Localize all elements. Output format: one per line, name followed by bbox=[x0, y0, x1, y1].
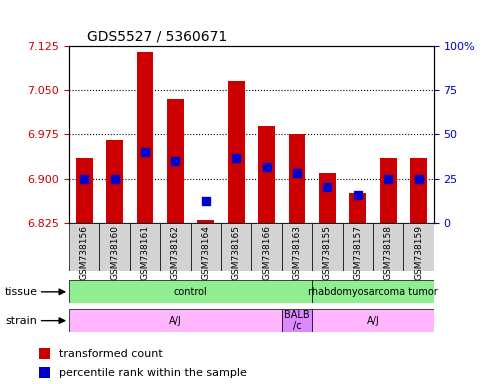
Bar bbox=[39, 348, 50, 359]
Bar bbox=[198, 220, 214, 223]
Text: rhabdomyosarcoma tumor: rhabdomyosarcoma tumor bbox=[308, 287, 438, 297]
Bar bbox=[191, 223, 221, 271]
Text: A/J: A/J bbox=[367, 316, 380, 326]
Bar bbox=[76, 158, 93, 223]
Text: GSM738162: GSM738162 bbox=[171, 225, 180, 280]
Text: control: control bbox=[174, 287, 208, 297]
Bar bbox=[403, 223, 434, 271]
Bar bbox=[312, 309, 434, 332]
Bar bbox=[282, 223, 312, 271]
Point bbox=[232, 155, 240, 161]
Bar bbox=[69, 223, 100, 271]
Text: A/J: A/J bbox=[169, 316, 182, 326]
Text: GSM738163: GSM738163 bbox=[292, 225, 302, 280]
Text: transformed count: transformed count bbox=[59, 349, 163, 359]
Bar bbox=[312, 280, 434, 303]
Bar bbox=[69, 280, 312, 303]
Point bbox=[293, 170, 301, 176]
Bar bbox=[221, 223, 251, 271]
Bar bbox=[130, 223, 160, 271]
Bar bbox=[251, 223, 282, 271]
Text: GSM738160: GSM738160 bbox=[110, 225, 119, 280]
Bar bbox=[319, 173, 336, 223]
Text: GSM738157: GSM738157 bbox=[353, 225, 362, 280]
Point bbox=[384, 175, 392, 182]
Point bbox=[141, 149, 149, 155]
Bar bbox=[160, 223, 191, 271]
Text: GSM738159: GSM738159 bbox=[414, 225, 423, 280]
Text: GSM738165: GSM738165 bbox=[232, 225, 241, 280]
Text: GSM738164: GSM738164 bbox=[201, 225, 211, 280]
Bar bbox=[350, 193, 366, 223]
Point bbox=[172, 158, 179, 164]
Text: tissue: tissue bbox=[5, 287, 38, 297]
Bar bbox=[106, 140, 123, 223]
Point bbox=[202, 198, 210, 204]
Point bbox=[354, 192, 362, 198]
Text: GSM738156: GSM738156 bbox=[80, 225, 89, 280]
Text: GSM738161: GSM738161 bbox=[141, 225, 149, 280]
Bar bbox=[410, 158, 427, 223]
Bar bbox=[373, 223, 403, 271]
Bar bbox=[100, 223, 130, 271]
Point bbox=[263, 164, 271, 170]
Bar bbox=[228, 81, 245, 223]
Bar bbox=[258, 126, 275, 223]
Bar bbox=[380, 158, 396, 223]
Point bbox=[110, 175, 119, 182]
Text: strain: strain bbox=[5, 316, 37, 326]
Bar bbox=[282, 309, 312, 332]
Text: GSM738158: GSM738158 bbox=[384, 225, 393, 280]
Point bbox=[415, 175, 423, 182]
Point bbox=[323, 184, 331, 190]
Bar bbox=[167, 99, 184, 223]
Bar bbox=[69, 309, 282, 332]
Bar bbox=[289, 134, 305, 223]
Text: GSM738166: GSM738166 bbox=[262, 225, 271, 280]
Bar bbox=[343, 223, 373, 271]
Text: BALB
/c: BALB /c bbox=[284, 310, 310, 331]
Bar bbox=[312, 223, 343, 271]
Bar bbox=[39, 367, 50, 379]
Text: GSM738155: GSM738155 bbox=[323, 225, 332, 280]
Point bbox=[80, 175, 88, 182]
Bar bbox=[137, 52, 153, 223]
Text: GDS5527 / 5360671: GDS5527 / 5360671 bbox=[87, 30, 227, 43]
Text: percentile rank within the sample: percentile rank within the sample bbox=[59, 368, 247, 378]
